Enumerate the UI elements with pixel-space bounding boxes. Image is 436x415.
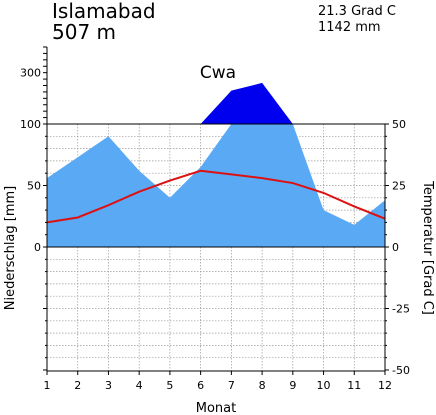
temp-tick-label: 0 [392, 241, 399, 254]
month-tick-label: 4 [136, 379, 143, 392]
month-tick-label: 6 [197, 379, 204, 392]
month-tick-label: 3 [105, 379, 112, 392]
month-tick-label: 5 [166, 379, 173, 392]
month-tick-label: 10 [317, 379, 331, 392]
station-elevation: 507 m [52, 20, 117, 44]
month-tick-label: 7 [228, 379, 235, 392]
temp-tick-label: -50 [392, 364, 410, 377]
month-tick-label: 12 [378, 379, 392, 392]
month-tick-label: 1 [44, 379, 51, 392]
precipitation-area [47, 124, 385, 247]
month-tick-label: 8 [259, 379, 266, 392]
x-axis-label: Monat [196, 401, 236, 415]
axis-ticks [43, 46, 389, 375]
right-axis-label: Temperatur [Grad C] [420, 180, 435, 315]
annual-precipitation: 1142 mm [318, 20, 381, 35]
temp-tick-label: 50 [392, 118, 406, 131]
temperature-line [46, 169, 386, 224]
precip-tick-label: 300 [20, 67, 41, 80]
station-name: Islamabad [52, 0, 156, 23]
month-tick-label: 9 [289, 379, 296, 392]
month-tick-label: 2 [74, 379, 81, 392]
month-tick-label: 11 [347, 379, 361, 392]
left-axis-label: Niederschlag [mm] [3, 186, 18, 311]
chart-title: Cwa [200, 63, 236, 83]
precipitation-area-above-100 [200, 82, 293, 124]
precip-tick-label: 100 [20, 118, 41, 131]
temp-tick-label: -25 [392, 303, 410, 316]
precip-tick-label: 50 [27, 180, 41, 193]
mean-temperature: 21.3 Grad C [318, 4, 396, 19]
temp-tick-label: 25 [392, 180, 406, 193]
precip-tick-label: 0 [34, 241, 41, 254]
